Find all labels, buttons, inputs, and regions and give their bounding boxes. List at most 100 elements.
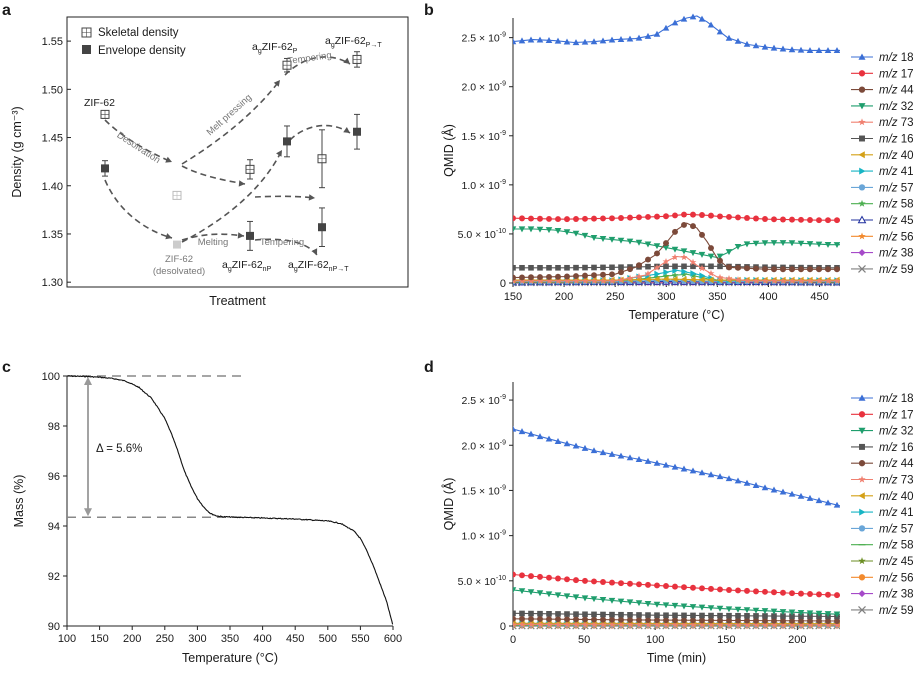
transition-path — [284, 56, 351, 76]
legend-value: 45 — [901, 556, 914, 568]
y-tick-label: 2.0 × 10-9 — [462, 81, 507, 94]
data-point-mz32 — [761, 240, 769, 247]
data-point-mz17 — [798, 590, 804, 597]
data-point-cross — [246, 165, 254, 174]
data-point-mz17 — [600, 579, 606, 585]
data-point-mz17 — [627, 214, 633, 221]
label-a: a — [252, 41, 258, 53]
legend-marker-mz40 — [858, 492, 865, 500]
data-point-mz73 — [689, 621, 697, 628]
legend-prefix: m/z — [879, 85, 901, 97]
arrow-head — [165, 156, 172, 163]
data-point-cross — [318, 154, 326, 163]
y-axis-title: QMID (Å) — [441, 124, 456, 177]
data-point-mz44 — [519, 274, 525, 281]
data-point-mz44 — [636, 617, 642, 623]
legend-marker-mz73 — [858, 475, 866, 483]
legend-value: 59 — [901, 264, 914, 276]
data-point-mz44 — [834, 618, 840, 624]
data-point-mz18 — [716, 473, 724, 480]
data-point-mz16 — [537, 264, 543, 271]
legend-marker-mz73 — [858, 118, 866, 126]
data-point-mz44 — [834, 266, 840, 273]
data-point-mz18 — [824, 47, 832, 54]
legend-value: 18 — [901, 393, 914, 405]
data-point-mz32 — [572, 594, 580, 601]
data-point-mz18 — [626, 35, 634, 42]
data-point-mz32 — [545, 227, 553, 234]
legend-label-mz58: m/z 58 — [879, 199, 914, 211]
legend-value: 58 — [901, 540, 914, 552]
delta-arrow-head-top — [84, 377, 92, 385]
data-point-mz18 — [599, 37, 607, 44]
data-point-mz32 — [527, 226, 535, 233]
data-point-mz73 — [635, 621, 643, 628]
data-point-mz17 — [825, 217, 831, 224]
data-point-mz17 — [528, 215, 534, 222]
data-point-mz18 — [662, 24, 670, 31]
data-point-mz17 — [645, 581, 651, 588]
data-point-mz18 — [689, 467, 697, 474]
data-point-mz73 — [797, 621, 805, 628]
data-point-mz16 — [672, 612, 678, 619]
legend-value: 32 — [901, 101, 914, 113]
data-point-mz32 — [626, 599, 634, 606]
y-tick-mantissa: 2.5 × 10 — [462, 395, 500, 407]
data-point-mz41 — [690, 270, 697, 277]
data-point-mz44 — [798, 266, 804, 273]
data-point-mz17 — [690, 584, 696, 591]
data-point-mz73 — [518, 621, 526, 628]
x-tick-label: 200 — [788, 634, 806, 646]
y-tick-exponent: -10 — [496, 575, 506, 582]
data-point-mz73 — [797, 277, 805, 284]
label-g: g — [228, 266, 232, 273]
legend-prefix: m/z — [879, 231, 901, 243]
legend-value: 32 — [901, 426, 914, 438]
data-point-mz16 — [798, 613, 804, 620]
data-point-mz32 — [599, 236, 607, 242]
data-point-mz17 — [582, 215, 588, 222]
transition-path — [289, 124, 351, 141]
legend-prefix: m/z — [879, 507, 901, 519]
data-point-mz18 — [554, 37, 562, 44]
data-point-mz18 — [545, 37, 553, 43]
label-zif: ZIF-62 — [232, 259, 263, 271]
data-point-mz73 — [770, 621, 778, 628]
label-zif: ZIF-62 — [335, 35, 366, 47]
label-zif: ZIF-62 — [262, 41, 293, 53]
data-point-mz18 — [513, 425, 517, 432]
data-point-mz73 — [527, 621, 535, 628]
data-point-mz16 — [600, 264, 606, 271]
data-point-mz58 — [671, 271, 679, 279]
data-point-mz73 — [653, 264, 661, 271]
data-point-mz44 — [573, 273, 579, 280]
data-point-mz18 — [707, 21, 715, 28]
legend: m/z 18m/z 17m/z 32m/z 16m/z 44m/z 73m/z … — [851, 393, 914, 617]
data-point-mz44 — [609, 616, 615, 623]
tga-mass-chart: 100 150 200 250 300 350 400 450 500 550 600 90 92 94 9… — [12, 371, 402, 665]
label-sub: P — [293, 48, 298, 55]
legend-value: 56 — [901, 572, 914, 584]
data-point-mz17 — [519, 215, 525, 222]
legend-marker-mz56 — [858, 574, 866, 581]
data-point-mz32 — [518, 588, 526, 595]
data-point-mz17 — [735, 214, 741, 221]
data-point-mz18 — [761, 43, 769, 50]
data-point-mz73 — [779, 621, 787, 628]
x-axis-title: Treatment — [209, 294, 266, 308]
legend-prefix: m/z — [879, 182, 901, 194]
x-tick-label: 0 — [510, 634, 516, 646]
data-point-mz44 — [744, 617, 750, 624]
x-tick-label: 500 — [319, 633, 337, 645]
data-point-mz73 — [824, 277, 832, 284]
data-point-mz32 — [599, 597, 607, 603]
data-point-mz32 — [815, 610, 823, 617]
legend-prefix: m/z — [879, 409, 901, 421]
data-point-envelope — [246, 231, 254, 240]
label-agzif-nptt: agZIF-62nP→T — [288, 259, 349, 273]
legend-prefix: m/z — [879, 393, 901, 405]
data-point-mz16 — [513, 610, 516, 617]
y-tick-label: 2.0 × 10-9 — [462, 439, 507, 452]
label-g: g — [331, 42, 335, 49]
data-point-mz44 — [753, 617, 759, 624]
